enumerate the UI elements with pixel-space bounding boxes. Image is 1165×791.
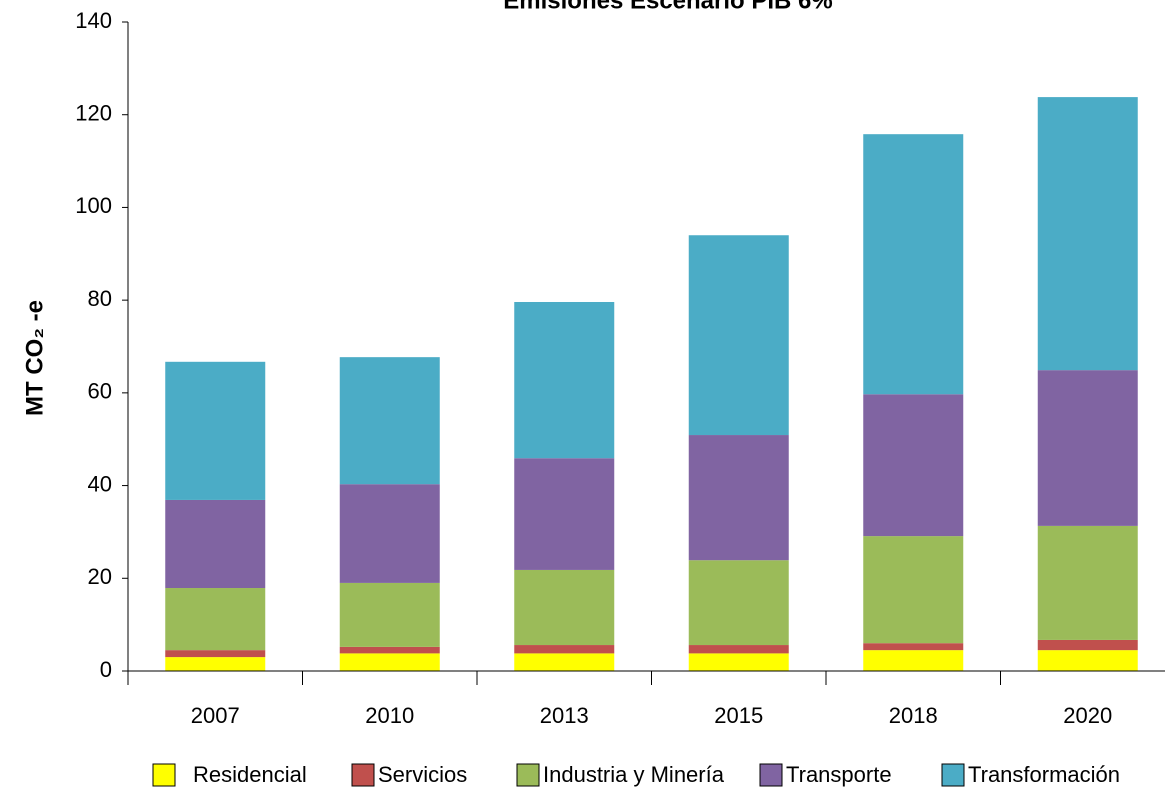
x-tick-label: 2018 — [889, 703, 938, 728]
bar-segment — [339, 582, 440, 647]
bar-segment — [863, 643, 964, 651]
bar-segment — [1037, 650, 1138, 671]
legend-swatch — [516, 763, 540, 787]
legend-label: Residencial — [193, 762, 307, 787]
y-tick-label: 140 — [75, 8, 112, 33]
x-tick-label: 2010 — [365, 703, 414, 728]
legend-swatch — [351, 763, 375, 787]
y-tick-label: 20 — [88, 564, 112, 589]
bar-segment — [1037, 370, 1138, 526]
x-tick-label: 2020 — [1063, 703, 1112, 728]
bar-segment — [165, 657, 266, 671]
bar-segment — [1037, 639, 1138, 651]
y-tick-label: 40 — [88, 471, 112, 496]
legend-label: Servicios — [378, 762, 467, 787]
legend-swatch — [941, 763, 965, 787]
bar-segment — [514, 458, 615, 570]
y-tick-label: 100 — [75, 193, 112, 218]
bar-segment — [165, 588, 266, 651]
chart-title: Emisiones Escenario PIB 6% — [503, 0, 832, 14]
legend-swatch — [152, 763, 176, 787]
legend-label: Transformación — [968, 762, 1120, 787]
y-tick-label: 0 — [100, 657, 112, 682]
x-tick-label: 2013 — [540, 703, 589, 728]
x-tick-label: 2007 — [191, 703, 240, 728]
legend-label: Industria y Minería — [543, 762, 725, 787]
bar-segment — [863, 650, 964, 671]
bar-segment — [514, 301, 615, 459]
bar-segment — [339, 646, 440, 654]
bar-segment — [1037, 97, 1138, 371]
bar-segment — [165, 650, 266, 658]
bar-segment — [688, 645, 789, 654]
bar-segment — [339, 484, 440, 583]
bar-segment — [339, 357, 440, 485]
bar-segment — [1037, 525, 1138, 640]
bar-segment — [339, 653, 440, 671]
bar-segment — [165, 499, 266, 589]
y-tick-label: 120 — [75, 101, 112, 126]
bar-segment — [514, 645, 615, 654]
bar-segment — [688, 235, 789, 436]
x-tick-label: 2015 — [714, 703, 763, 728]
bar-segment — [688, 435, 789, 561]
y-tick-label: 80 — [88, 286, 112, 311]
bar-segment — [688, 560, 789, 646]
bar-segment — [863, 394, 964, 537]
bar-segment — [514, 569, 615, 646]
bar-segment — [514, 653, 615, 671]
bar-segment — [688, 653, 789, 671]
legend-swatch — [759, 763, 783, 787]
bar-segment — [863, 134, 964, 395]
bar-segment — [863, 536, 964, 644]
y-axis-title: MT CO₂ -e — [21, 300, 48, 416]
bar-segment — [165, 361, 266, 500]
y-tick-label: 60 — [88, 379, 112, 404]
legend-label: Transporte — [786, 762, 892, 787]
